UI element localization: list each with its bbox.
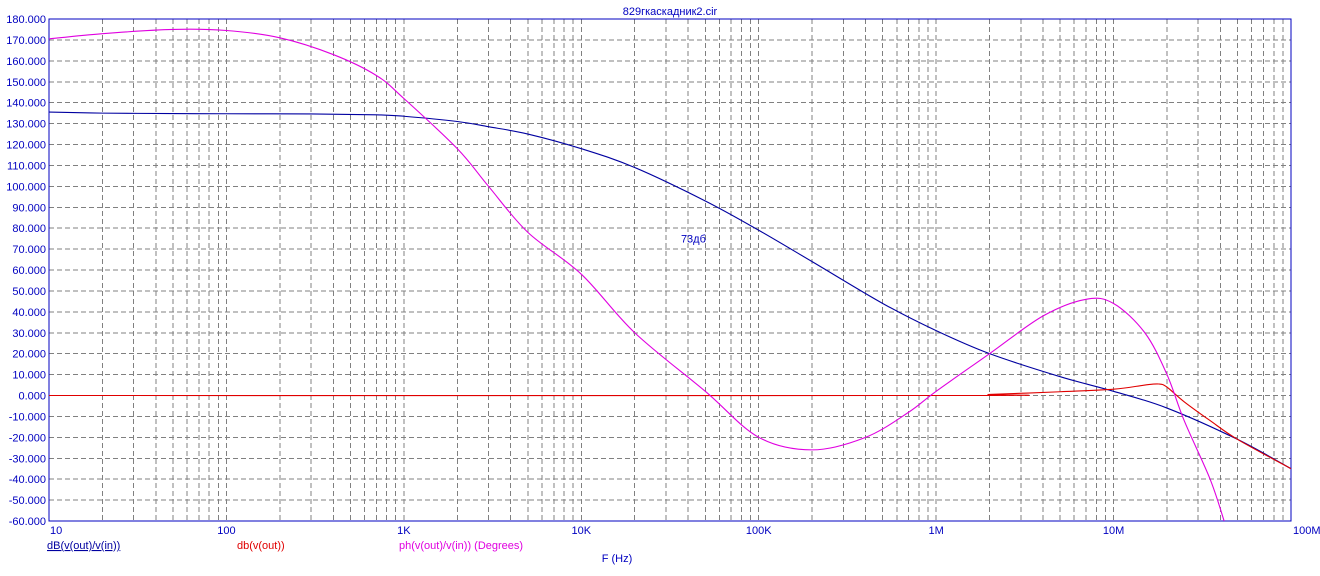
- y-tick-label: 160.000: [6, 56, 46, 68]
- x-tick-label: 100M: [1293, 525, 1320, 537]
- annotations: 73дб: [681, 234, 706, 246]
- x-axis-label: F (Hz): [602, 553, 633, 565]
- y-tick-label: 130.000: [6, 119, 46, 131]
- y-tick-label: 110.000: [7, 160, 46, 172]
- y-tick-label: 180.000: [6, 14, 46, 26]
- y-tick-label: 140.000: [6, 98, 46, 110]
- y-tick-label: 20.000: [12, 349, 46, 361]
- y-tick-label: 150.000: [6, 77, 46, 89]
- series-line-2: [49, 383, 1291, 470]
- legend: dB(v(out)/v(in)) db(v(out)) ph(v(out)/v(in…: [47, 540, 523, 552]
- y-tick-label: 70.000: [12, 244, 46, 256]
- plot-frame: [48, 18, 1292, 522]
- series-lines: [49, 28, 1291, 521]
- x-tick-label: 100K: [746, 525, 772, 537]
- y-tick-label: -50.000: [9, 495, 46, 507]
- series-line-3: [49, 28, 1225, 521]
- legend-entry: db(v(out)): [237, 540, 285, 552]
- y-tick-label: -40.000: [9, 474, 46, 486]
- x-tick-label: 100: [217, 525, 235, 537]
- y-tick-label: 80.000: [12, 223, 46, 235]
- y-tick-label: -10.000: [9, 411, 46, 423]
- annotation-label: 73дб: [681, 234, 706, 246]
- grid: [48, 18, 1292, 522]
- y-tick-label: 30.000: [12, 328, 46, 340]
- y-tick-label: -30.000: [9, 453, 46, 465]
- x-tick-label: 10K: [571, 525, 591, 537]
- x-tick-label: 10M: [1103, 525, 1124, 537]
- y-tick-label: 40.000: [12, 307, 46, 319]
- y-tick-label: 120.000: [6, 140, 46, 152]
- y-tick-label: 60.000: [12, 265, 46, 277]
- y-tick-label: 90.000: [12, 202, 46, 214]
- series-line-1: [49, 111, 1291, 470]
- y-tick-labels: 180.000 170.000 160.000 150.000 140.000 130.0…: [6, 14, 46, 528]
- y-tick-label: 170.000: [6, 35, 46, 47]
- x-tick-label: 1M: [929, 525, 944, 537]
- y-tick-label: 50.000: [12, 286, 46, 298]
- y-tick-label: 100.000: [6, 181, 46, 193]
- legend-entry: ph(v(out)/v(in)) (Degrees): [399, 540, 523, 552]
- x-tick-label: 10: [50, 525, 62, 537]
- y-tick-label: -60.000: [9, 516, 46, 528]
- chart-title: 829гкаскадник2.cir: [623, 6, 718, 18]
- y-tick-label: 10.000: [12, 370, 46, 382]
- legend-entry: dB(v(out)/v(in)): [47, 540, 120, 552]
- y-tick-label: -20.000: [9, 432, 46, 444]
- x-tick-label: 1K: [397, 525, 411, 537]
- y-tick-label: 0.000: [18, 391, 46, 403]
- x-tick-labels: 10 100 1K 10K 100K 1M 10M 100M: [50, 525, 1320, 537]
